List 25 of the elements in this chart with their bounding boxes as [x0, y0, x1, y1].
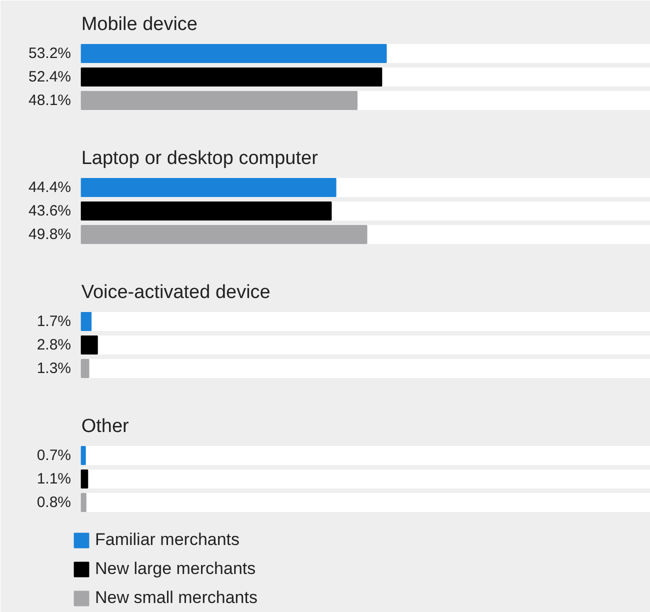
legend-label: Familiar merchants	[95, 530, 240, 550]
bar	[80, 359, 90, 378]
data-label: 1.7%	[36, 313, 72, 330]
bar	[80, 446, 86, 465]
data-label: 49.8%	[28, 226, 72, 243]
y-tick-label: Voice-activated device	[81, 282, 270, 303]
data-label: 53.2%	[28, 45, 72, 62]
data-label: 48.1%	[28, 92, 72, 109]
data-label: 1.1%	[36, 470, 72, 488]
data-label: 44.4%	[28, 179, 72, 196]
data-label: 1.3%	[36, 360, 72, 377]
y-tick-label: Other	[81, 416, 130, 437]
bar	[80, 493, 86, 512]
data-label: 0.8%	[36, 494, 72, 511]
legend-label: New small merchants	[95, 588, 258, 608]
data-label: 52.4%	[28, 68, 72, 86]
data-label: 43.6%	[28, 202, 72, 220]
bar	[80, 336, 98, 354]
y-tick-label: Laptop or desktop computer	[81, 148, 319, 169]
legend-label: New large merchants	[95, 559, 256, 579]
y-tick-label: Mobile device	[81, 14, 198, 35]
bar	[80, 470, 88, 488]
data-label: 0.7%	[36, 447, 72, 464]
bar	[80, 312, 92, 331]
data-label: 2.8%	[36, 336, 72, 354]
